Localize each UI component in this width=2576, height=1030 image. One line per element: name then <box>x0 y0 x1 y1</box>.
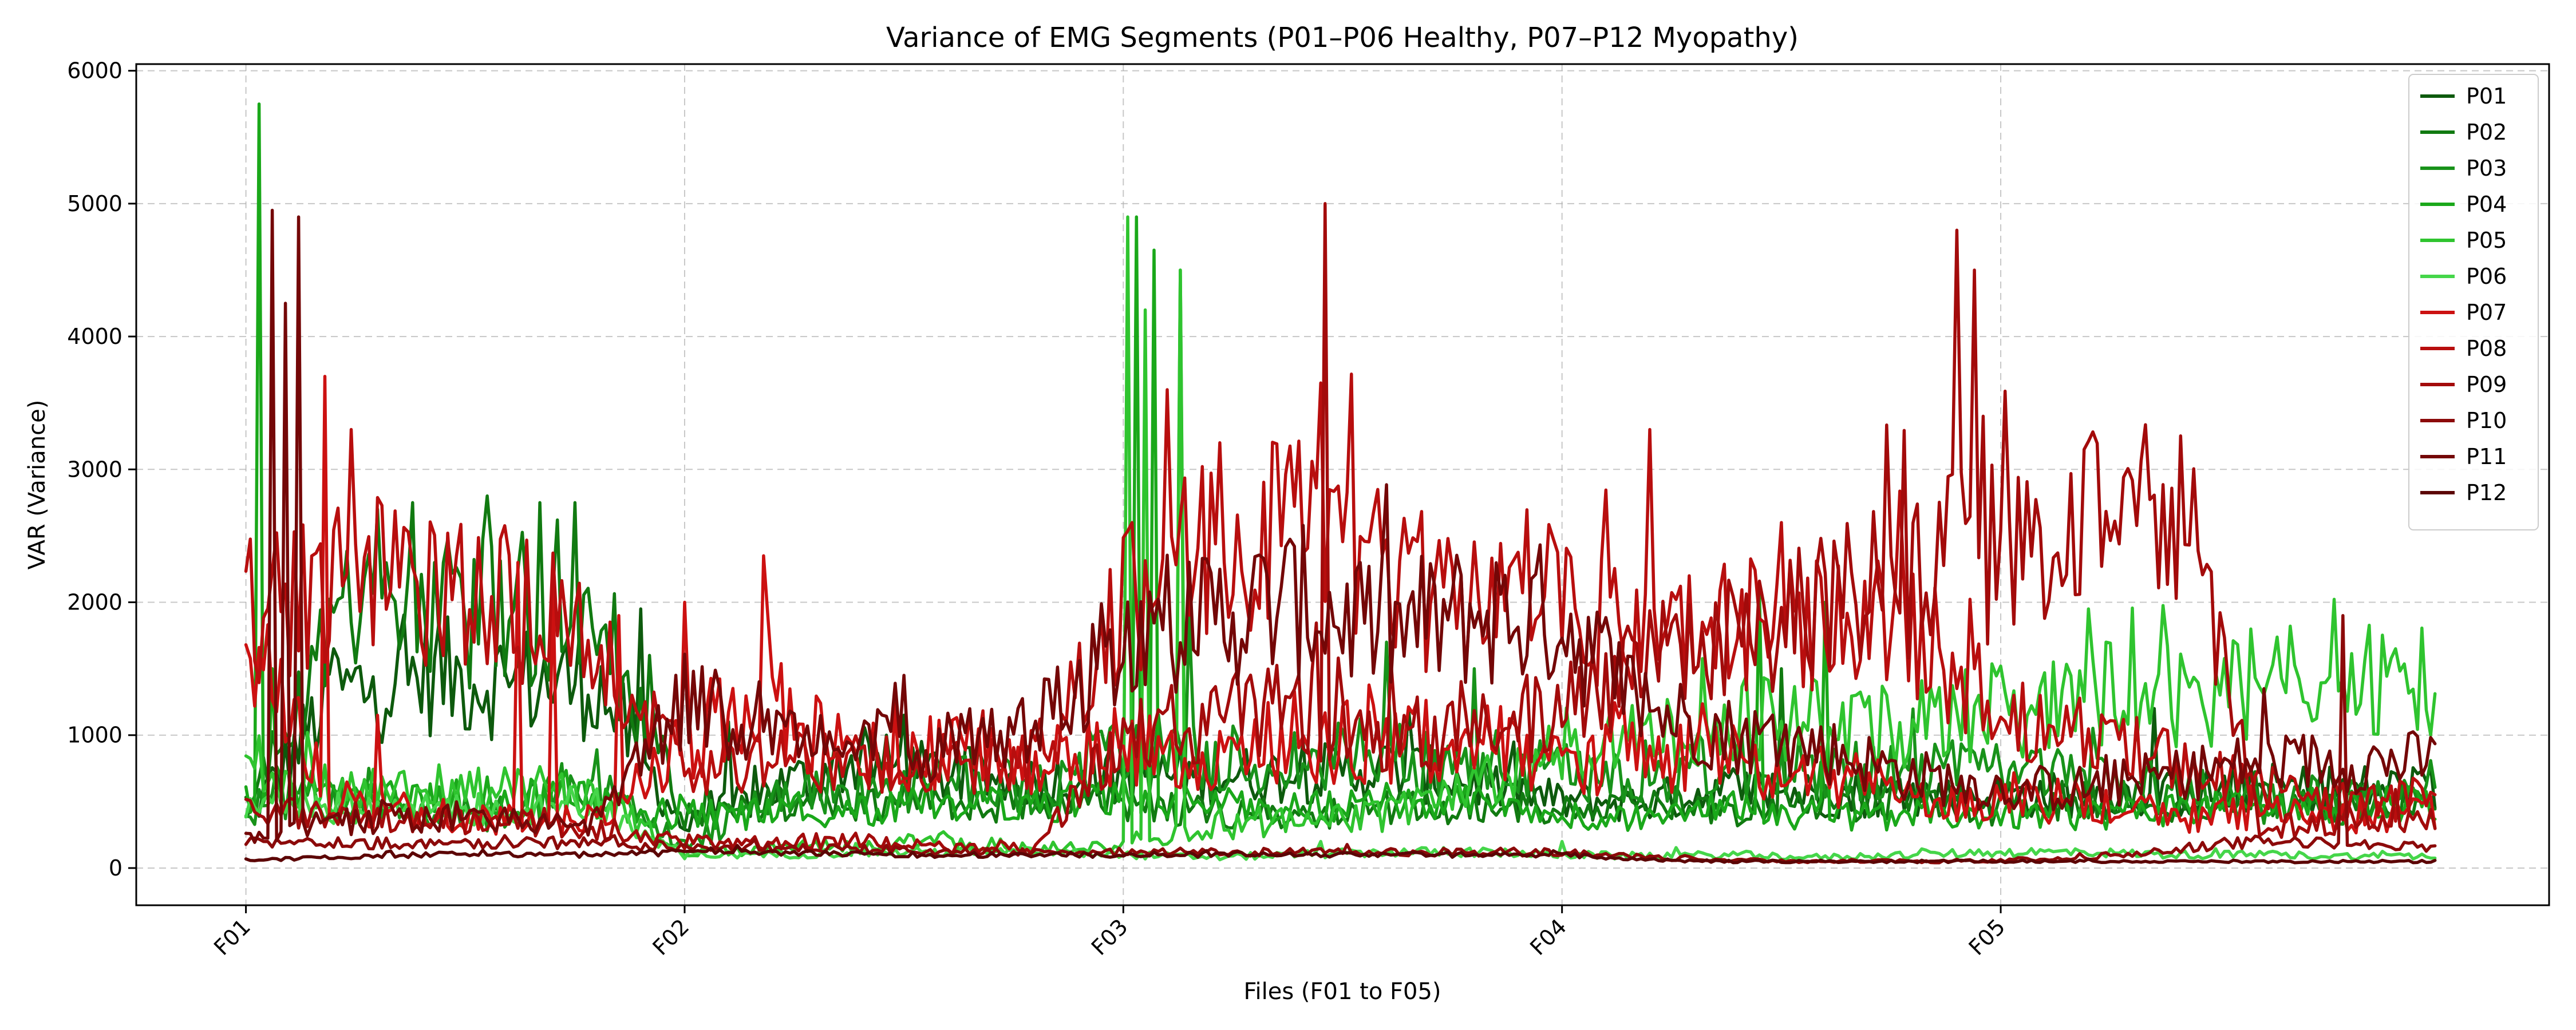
x-tick-label: F02 <box>648 914 694 960</box>
y-tick-label: 3000 <box>67 457 123 482</box>
x-tick-label: F03 <box>1086 914 1133 960</box>
legend-entry-p04: P04 <box>2466 192 2507 217</box>
series-line-p09 <box>244 202 2437 855</box>
legend-entry-p03: P03 <box>2466 156 2507 181</box>
legend-entry-p10: P10 <box>2466 408 2507 433</box>
series-line-p08 <box>244 373 2437 823</box>
legend-entry-p08: P08 <box>2466 336 2507 361</box>
legend-entry-p06: P06 <box>2466 264 2507 289</box>
legend-entry-p02: P02 <box>2466 120 2507 145</box>
legend: P01 P02 P03 P04 P05 P06 P07 P08 P09 P10 P11 P12 <box>2408 74 2539 530</box>
x-tick-label: F01 <box>209 914 255 960</box>
chart-title: Variance of EMG Segments (P01–P06 Health… <box>886 22 1799 54</box>
x-tick-label: F05 <box>1964 914 2010 960</box>
y-tick-label: 4000 <box>67 324 123 349</box>
y-tick-label: 2000 <box>67 590 123 615</box>
x-tick-label: F04 <box>1525 914 1571 960</box>
series-line-p12 <box>244 844 2437 865</box>
plot-frame <box>135 63 2550 906</box>
y-axis-label: VAR (Variance) <box>24 400 50 570</box>
x-axis-label: Files (F01 to F05) <box>1243 978 1441 1005</box>
y-tick-label: 1000 <box>67 723 123 748</box>
legend-entry-p05: P05 <box>2466 228 2507 253</box>
series-layer <box>244 102 2437 865</box>
legend-entry-p01: P01 <box>2466 84 2507 109</box>
legend-entry-p11: P11 <box>2466 444 2507 469</box>
legend-box <box>2408 74 2539 530</box>
y-axis-ticks: 0 1000 2000 3000 4000 5000 6000 <box>67 58 136 881</box>
legend-entry-p07: P07 <box>2466 300 2507 325</box>
y-tick-label: 6000 <box>67 58 123 84</box>
series-line-p11 <box>244 208 2437 844</box>
x-axis-ticks: F01 F02 F03 F04 F05 <box>209 905 2010 960</box>
legend-entry-p12: P12 <box>2466 480 2507 505</box>
y-tick-label: 5000 <box>67 191 123 216</box>
y-tick-label: 0 <box>109 855 123 881</box>
legend-entry-p09: P09 <box>2466 372 2507 397</box>
